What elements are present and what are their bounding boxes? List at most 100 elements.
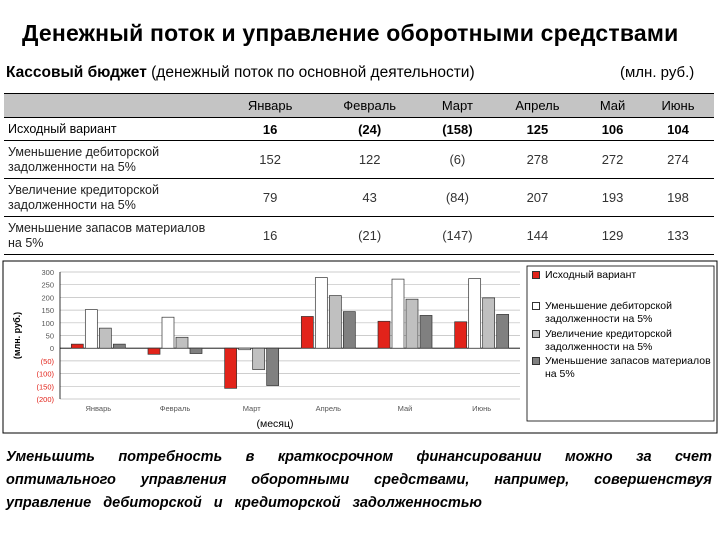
- column-header: Май: [583, 93, 642, 118]
- table-cell: 193: [601, 190, 624, 205]
- table-cell: (21): [358, 228, 382, 243]
- column-header: Март: [423, 93, 492, 118]
- legend-item: Уменьшение дебиторской задолженности на …: [530, 300, 711, 326]
- y-tick-label: 250: [41, 281, 54, 290]
- conclusion-word: и: [213, 495, 223, 511]
- bar: [314, 277, 328, 349]
- conclusion-word: за: [636, 449, 652, 465]
- table-cell: 16: [262, 228, 278, 243]
- row-label: Исходный вариант: [8, 121, 117, 136]
- table-cell: 122: [358, 152, 381, 167]
- bar: [391, 278, 405, 349]
- table-row: Исходный вариант 16 (24) (158) 125 106 1…: [4, 117, 714, 141]
- x-tick-label: Март: [243, 404, 262, 413]
- legend-item: Увеличение кредиторской задолженности на…: [530, 328, 711, 354]
- table-header-row: Январь Февраль Март Апрель Май Июнь: [4, 93, 714, 118]
- y-tick-label: 200: [41, 293, 54, 302]
- table-cell: 207: [526, 190, 549, 205]
- y-tick-label: (150): [36, 382, 54, 391]
- bar: [405, 298, 419, 349]
- y-tick-label: 300: [41, 268, 54, 277]
- y-axis-label: (млн. руб.): [12, 312, 22, 359]
- legend-label: Уменьшение запасов материалов на 5%: [545, 355, 711, 381]
- legend-label: Уменьшение дебиторской задолженности на …: [545, 300, 672, 326]
- legend-item: Исходный вариант: [530, 269, 711, 282]
- table-cell: 43: [362, 190, 377, 205]
- column-header: Февраль: [316, 93, 424, 118]
- x-axis-label: (месяц): [256, 418, 293, 430]
- bar: [328, 295, 342, 349]
- table-cell: 16: [262, 121, 278, 137]
- legend-swatch: [532, 357, 540, 366]
- table-cell: (24): [358, 121, 382, 137]
- x-tick-label: Май: [398, 404, 413, 413]
- page-title: Денежный поток и управление оборотными с…: [22, 20, 679, 46]
- table-cell: 198: [667, 190, 689, 205]
- column-header: Январь: [224, 93, 317, 118]
- row-label: Увеличение кредиторской задолженности на…: [8, 182, 159, 212]
- legend-swatch: [532, 329, 540, 338]
- conclusion-word: счет: [674, 449, 712, 465]
- table-cell: (158): [442, 121, 473, 137]
- legend-swatch: [532, 302, 540, 311]
- legend: Исходный вариант Уменьшение дебиторской з…: [530, 269, 711, 381]
- table-row: Уменьшение запасов материалов на 5% 16 (…: [4, 216, 714, 255]
- conclusion-line: управление дебиторской и кредиторской задолж…: [6, 492, 712, 515]
- table-cell: 133: [667, 228, 689, 243]
- legend-box: [526, 265, 715, 422]
- conclusion-word: краткосрочном: [277, 449, 394, 465]
- cash-budget-table: Январь Февраль Март Апрель Май Июнь Исхо…: [4, 93, 714, 255]
- legend-list: Исходный вариант Уменьшение дебиторской з…: [530, 269, 711, 381]
- cash-flow-bar-chart: (200) (150) (100) (50) 0 50 100 150 200 250 300 Янв…: [2, 260, 718, 434]
- bar: [161, 316, 175, 349]
- x-tick-label: Январь: [85, 404, 111, 413]
- y-tick-label: 150: [41, 306, 54, 315]
- y-tick-label: (200): [36, 395, 54, 404]
- table-cell: 152: [259, 152, 281, 167]
- subtitle: Кассовый бюджет (денежный поток по основ…: [6, 64, 475, 82]
- bar: [147, 347, 161, 355]
- conclusion-word: управление: [6, 495, 92, 511]
- conclusion-word: можно: [564, 449, 613, 465]
- bar: [419, 315, 433, 349]
- conclusion-line: Уменьшить потребность в краткосрочном финанс…: [6, 446, 712, 469]
- bar: [300, 316, 314, 349]
- conclusion-word: например,: [494, 472, 570, 488]
- bar: [98, 327, 112, 349]
- conclusion-word: задолженностью: [352, 495, 482, 511]
- bar: [454, 321, 468, 349]
- y-tick-label: 100: [41, 319, 54, 328]
- conclusion-text: Уменьшить потребность в краткосрочном финанс…: [6, 446, 712, 515]
- table-row: Уменьшение дебиторской задолженности на …: [4, 140, 714, 179]
- bar: [482, 297, 496, 349]
- table-cell: 79: [262, 190, 278, 205]
- bar: [238, 347, 252, 351]
- conclusion-word: средствами,: [374, 472, 470, 488]
- table-cell: 144: [526, 228, 549, 243]
- bar: [70, 343, 84, 349]
- table-cell: 104: [667, 121, 689, 137]
- x-tick-label: Апрель: [316, 404, 342, 413]
- legend-item: Уменьшение запасов материалов на 5%: [530, 355, 711, 381]
- x-tick-label: Июнь: [472, 404, 491, 413]
- table-row: Увеличение кредиторской задолженности на…: [4, 178, 714, 217]
- table-cell: 274: [667, 152, 689, 167]
- bar: [252, 347, 266, 370]
- x-tick-label: Февраль: [160, 404, 191, 413]
- table-cell: 278: [526, 152, 549, 167]
- table-cell: 272: [601, 152, 624, 167]
- row-label: Уменьшение запасов материалов на 5%: [8, 220, 206, 250]
- subtitle-bold: Кассовый бюджет: [6, 64, 147, 81]
- bar: [84, 309, 98, 349]
- bar: [468, 278, 482, 349]
- conclusion-word: кредиторской: [234, 495, 341, 511]
- conclusion-word: финансировании: [416, 449, 542, 465]
- units-label: (млн. руб.): [620, 64, 695, 81]
- subtitle-rest: (денежный поток по основной деятельности…: [146, 64, 475, 81]
- bar: [224, 347, 238, 389]
- conclusion-word: Уменьшить: [6, 449, 95, 465]
- y-tick-label: (50): [41, 357, 55, 366]
- conclusion-word: оборотными: [251, 472, 350, 488]
- table-cell: 125: [526, 121, 549, 137]
- bar: [377, 320, 391, 349]
